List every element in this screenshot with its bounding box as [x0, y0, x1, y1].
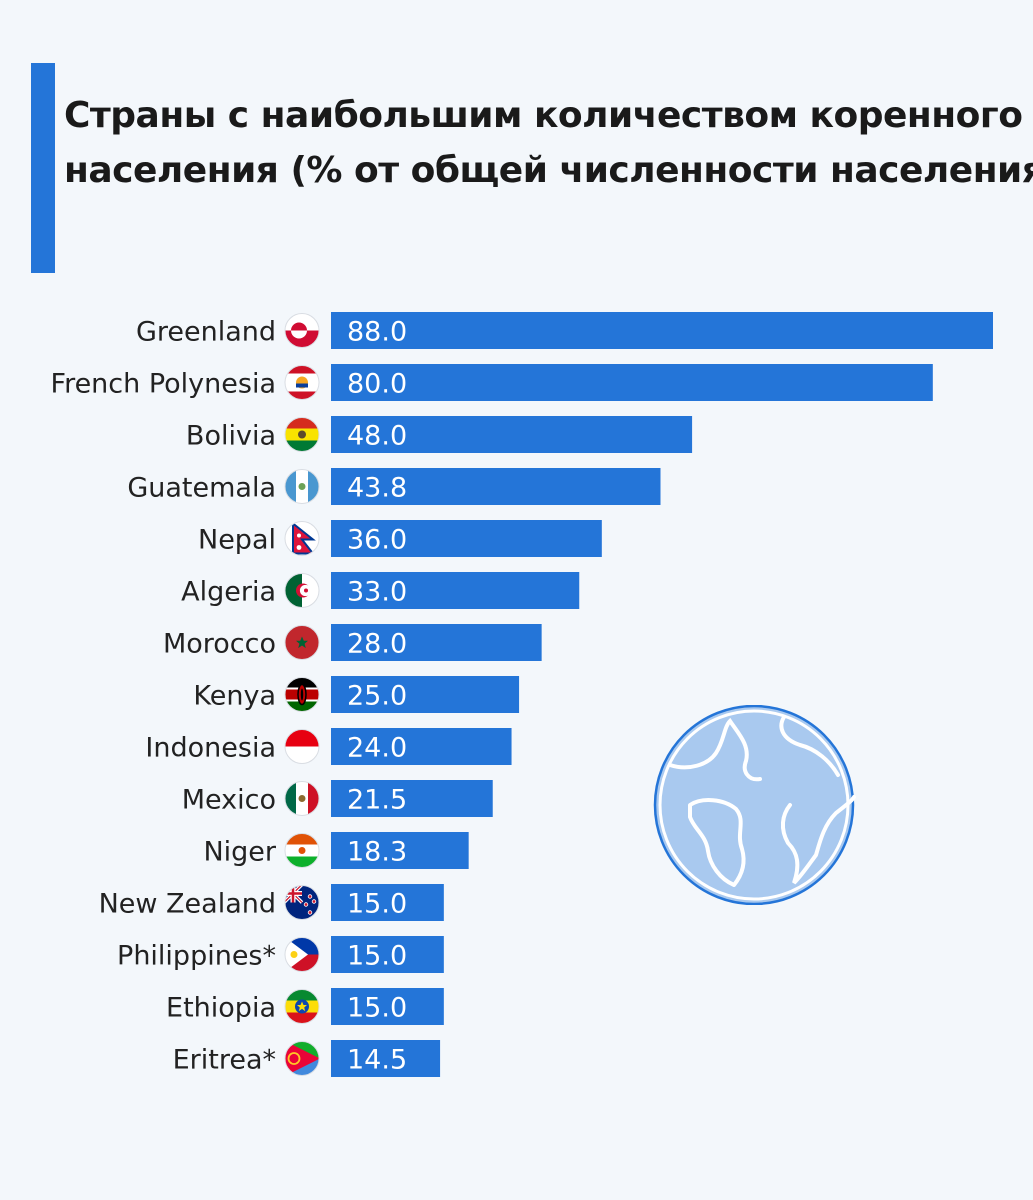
category-label: French Polynesia [51, 369, 277, 400]
chart-title-line-1: Страны с наибольшим количеством коренног… [64, 95, 1023, 136]
value-label: 88.0 [347, 317, 407, 348]
bar [331, 832, 469, 869]
indonesia-flag-icon [284, 729, 320, 764]
bar [331, 572, 580, 609]
value-label: 15.0 [347, 889, 407, 920]
value-label: 25.0 [347, 681, 407, 712]
category-label: Niger [203, 837, 276, 868]
nepal-flag-icon [284, 521, 320, 556]
category-label: Indonesia [145, 733, 276, 764]
category-label: Algeria [181, 577, 276, 608]
greenland-flag-icon [284, 313, 320, 348]
value-label: 21.5 [347, 785, 407, 816]
value-label: 14.5 [347, 1045, 407, 1076]
bar [331, 520, 602, 557]
category-label: Greenland [136, 317, 276, 348]
category-label: Eritrea* [173, 1045, 276, 1076]
value-label: 15.0 [347, 941, 407, 972]
bar [331, 312, 993, 349]
category-label: Philippines* [117, 941, 276, 972]
globe-icon [653, 705, 856, 905]
bar [331, 884, 444, 921]
bolivia-flag-icon [284, 417, 320, 452]
bar [331, 676, 520, 713]
value-label: 18.3 [347, 837, 407, 868]
value-label: 24.0 [347, 733, 407, 764]
bar [331, 728, 512, 765]
bar [331, 936, 444, 973]
bar [331, 988, 444, 1025]
value-label: 28.0 [347, 629, 407, 660]
ethiopia-flag-icon [284, 989, 320, 1024]
bar [331, 468, 661, 505]
category-label: Guatemala [127, 473, 276, 504]
value-label: 36.0 [347, 525, 407, 556]
value-label: 33.0 [347, 577, 407, 608]
category-label: New Zealand [99, 889, 276, 920]
title-accent-bar [31, 63, 55, 273]
bar [331, 624, 542, 661]
guatemala-flag-icon [284, 469, 320, 504]
bar [331, 780, 493, 817]
value-label: 80.0 [347, 369, 407, 400]
value-label: 48.0 [347, 421, 407, 452]
category-label: Kenya [193, 681, 276, 712]
value-label: 15.0 [347, 993, 407, 1024]
chart-title-line-2: населения (% от общей численности населе… [64, 150, 1033, 191]
value-label: 43.8 [347, 473, 407, 504]
new-zealand-flag-icon [284, 885, 320, 920]
category-label: Mexico [182, 785, 276, 816]
bar [331, 364, 933, 401]
mexico-flag-icon [284, 781, 320, 816]
category-label: Ethiopia [166, 993, 276, 1024]
morocco-flag-icon [284, 625, 320, 660]
eritrea-flag-icon [284, 1041, 320, 1076]
category-label: Bolivia [186, 421, 276, 452]
bar [331, 1040, 441, 1077]
kenya-flag-icon [284, 677, 320, 712]
bar [331, 416, 693, 453]
philippines-flag-icon [284, 937, 320, 972]
chart-title: Страны с наибольшим количеством коренног… [64, 88, 1033, 198]
french-polynesia-flag-icon [284, 365, 320, 400]
category-label: Nepal [198, 525, 276, 556]
algeria-flag-icon [284, 573, 320, 608]
category-label: Morocco [163, 629, 276, 660]
niger-flag-icon [284, 833, 320, 868]
